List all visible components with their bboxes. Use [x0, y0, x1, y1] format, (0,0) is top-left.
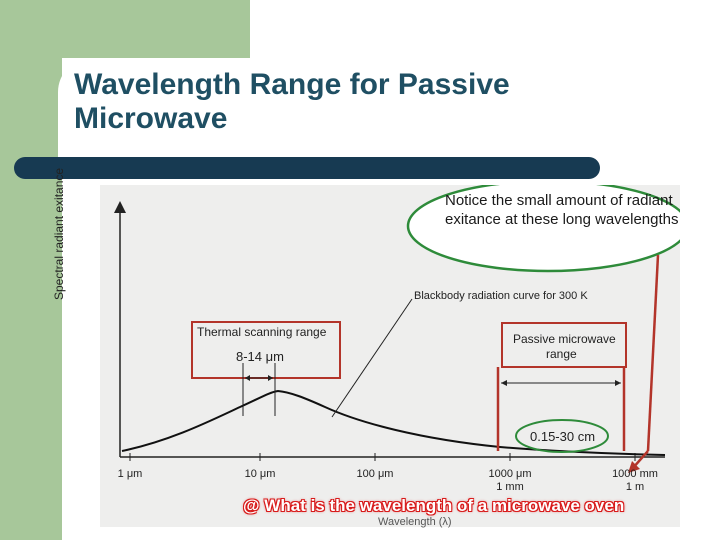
thermal-arrowhead-right — [268, 375, 273, 381]
y-axis-label: Spectral radiant exitance — [52, 167, 66, 300]
thermal-arrowhead-left — [245, 375, 250, 381]
slide-title: Wavelength Range for Passive Microwave — [74, 68, 510, 135]
curve-label: Blackbody radiation curve for 300 K — [414, 290, 588, 302]
tick-label-1000um: 1000 μm 1 mm — [488, 468, 532, 493]
wavelength-diagram — [100, 185, 680, 527]
caption-overlay: @ What is the wavelength of a microwave … — [243, 496, 625, 515]
microwave-range-box — [501, 322, 627, 368]
microwave-box-title: Passive microwave — [513, 332, 616, 346]
sidebar-accent-strip — [0, 58, 62, 540]
curve-label-leader — [331, 298, 413, 418]
callout-text: Notice the small amount of radiant exita… — [445, 192, 679, 228]
sidebar-accent-top — [0, 0, 250, 58]
diagram-svg — [114, 185, 680, 473]
blackbody-curve — [121, 389, 666, 456]
callout-oval — [406, 185, 680, 273]
callout-arrow — [646, 254, 660, 452]
callout-arrowhead — [628, 461, 640, 473]
tick-label-10um: 10 μm — [244, 468, 276, 480]
tick-label-1um: 1 μm — [117, 468, 143, 480]
title-card — [58, 58, 720, 158]
tick-label-1000mm: 1000 mm 1 m — [612, 468, 658, 493]
tick-label-100um: 100 μm — [356, 468, 394, 480]
x-axis-label: Wavelength (λ) — [378, 516, 452, 528]
range-oval — [515, 419, 609, 453]
microwave-arrowhead-right — [615, 380, 621, 386]
microwave-arrowhead-left — [501, 380, 507, 386]
thermal-box-range: 8-14 μm — [236, 349, 284, 364]
range-oval-label: 0.15-30 cm — [530, 429, 596, 444]
thermal-box-title: Thermal scanning range — [197, 325, 327, 339]
microwave-box-subtitle: range — [546, 347, 577, 361]
title-underline-bar — [14, 157, 600, 179]
